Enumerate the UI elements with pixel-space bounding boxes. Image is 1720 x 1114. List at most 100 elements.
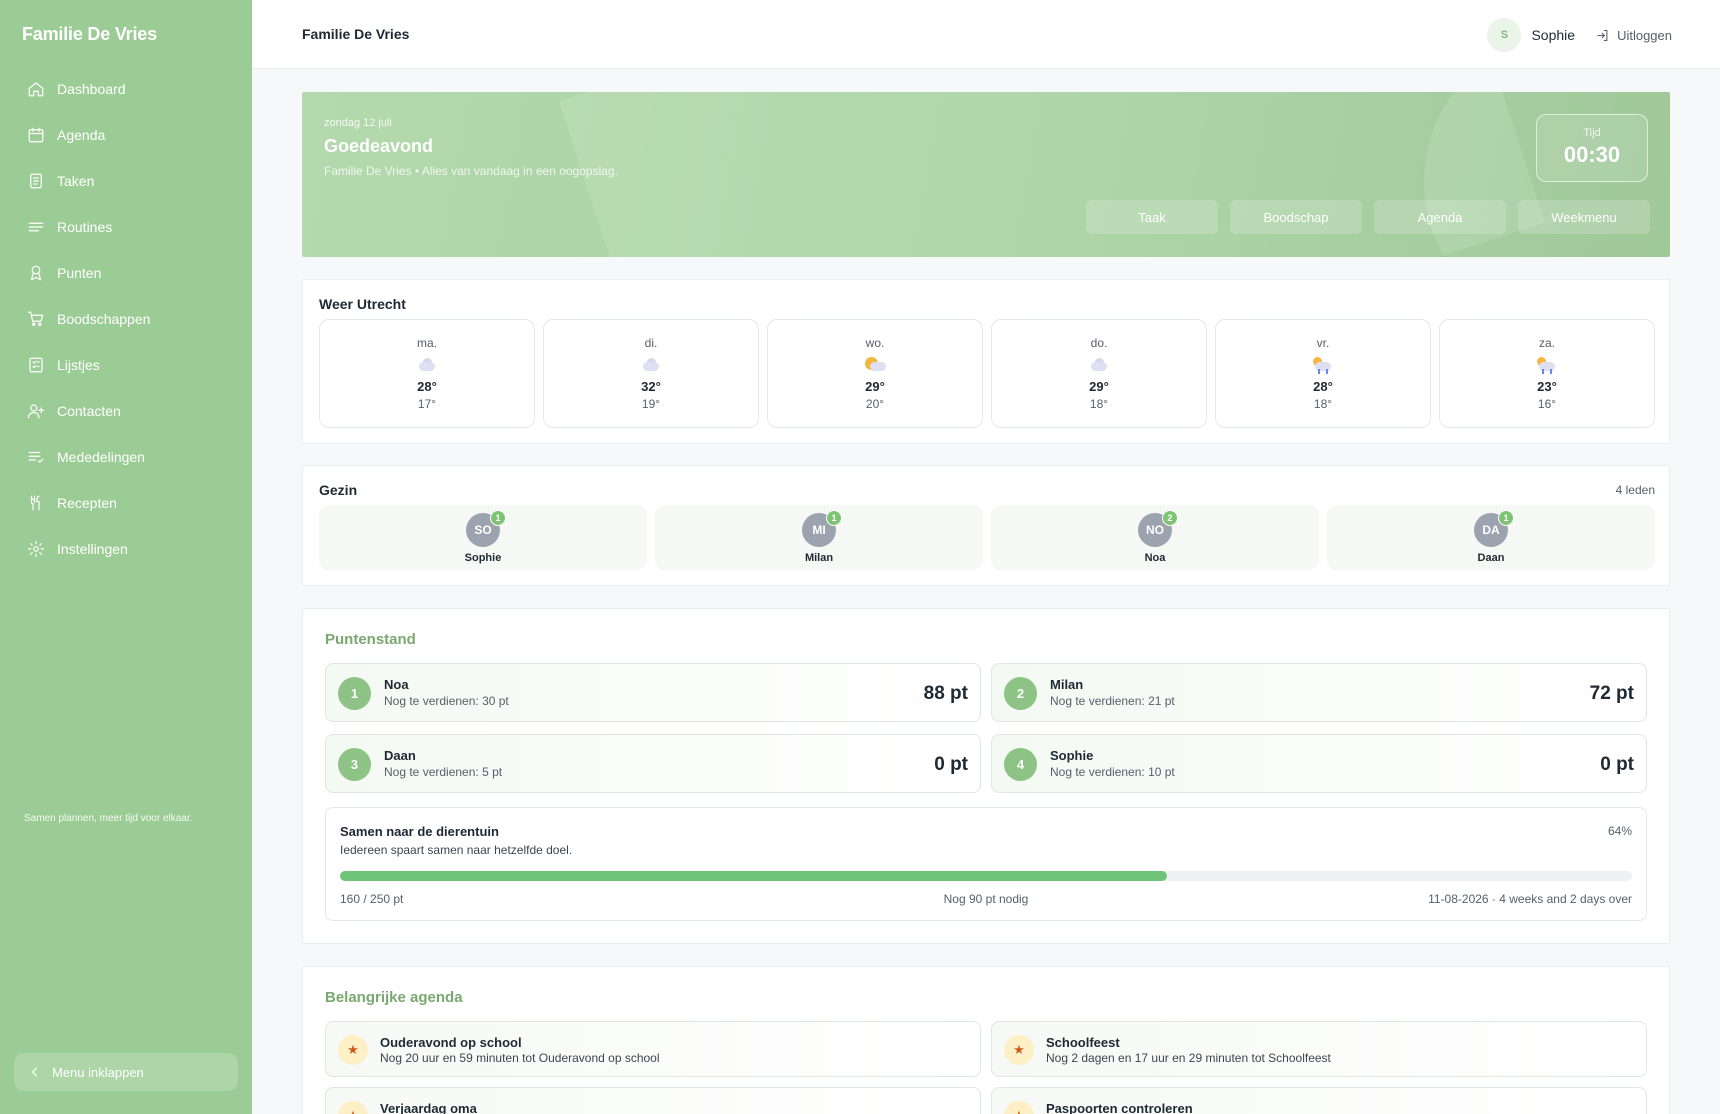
- time-box: Tijd 00:30: [1536, 114, 1648, 182]
- agenda-item[interactable]: ★ Verjaardag oma: [325, 1087, 981, 1114]
- rain-icon: [1312, 357, 1334, 374]
- sidebar-item-instellingen[interactable]: Instellingen: [0, 526, 252, 572]
- weather-day: vr. 28° 18°: [1215, 319, 1431, 428]
- agenda-item[interactable]: ★ Ouderavond op school Nog 20 uur en 59 …: [325, 1021, 981, 1077]
- cart-icon: [26, 309, 46, 329]
- rain-icon: [1536, 357, 1558, 374]
- score-remaining: Nog te verdienen: 21 pt: [1050, 694, 1175, 708]
- collapse-menu-button[interactable]: Menu inklappen: [14, 1053, 238, 1091]
- family-member[interactable]: NO 2 Noa: [991, 505, 1319, 570]
- weather-title: Weer Utrecht: [319, 296, 406, 312]
- page-title: Familie De Vries: [302, 26, 410, 42]
- member-count: 4 leden: [1615, 483, 1655, 497]
- family-member[interactable]: SO 1 Sophie: [319, 505, 647, 570]
- sidebar-item-punten[interactable]: Punten: [0, 250, 252, 296]
- sidebar-item-contacten[interactable]: Contacten: [0, 388, 252, 434]
- sidebar-item-recepten[interactable]: Recepten: [0, 480, 252, 526]
- agenda-item-countdown: Nog 2 dagen en 17 uur en 29 minuten tot …: [1046, 1051, 1331, 1065]
- sidebar-item-label: Punten: [57, 265, 102, 281]
- sidebar-item-label: Mededelingen: [57, 449, 145, 465]
- member-badge: 1: [1498, 510, 1514, 526]
- hero-subtitle: Familie De Vries • Alles van vandaag in …: [324, 164, 618, 178]
- agenda-item-title: Paspoorten controleren: [1046, 1101, 1193, 1114]
- sidebar-item-label: Routines: [57, 219, 113, 235]
- weather-min: 18°: [1089, 397, 1109, 411]
- sidebar-item-mededelingen[interactable]: Mededelingen: [0, 434, 252, 480]
- member-name: Milan: [804, 552, 834, 564]
- sidebar-item-label: Lijstjes: [57, 357, 100, 373]
- avatar[interactable]: S: [1487, 18, 1522, 52]
- member-name: Noa: [1144, 552, 1166, 564]
- agenda-item[interactable]: ★ Paspoorten controleren: [991, 1087, 1647, 1114]
- goal-progress-fill: [340, 871, 1167, 881]
- score-points: 0 pt: [1600, 754, 1634, 775]
- utensils-icon: [26, 493, 46, 513]
- goal-subtitle: Iedereen spaart samen naar hetzelfde doe…: [340, 843, 573, 857]
- hero-decoration-circle: [1424, 92, 1670, 257]
- clipboard-icon: [26, 171, 46, 191]
- score-remaining: Nog te verdienen: 5 pt: [384, 765, 503, 779]
- sidebar-item-agenda[interactable]: Agenda: [0, 112, 252, 158]
- agenda-item-countdown: Nog 20 uur en 59 minuten tot Ouderavond …: [380, 1051, 660, 1065]
- score-list: 1 Noa Nog te verdienen: 30 pt 88 pt 2 Mi…: [325, 663, 1647, 793]
- weather-max: 32°: [641, 379, 661, 394]
- weather-max: 28°: [417, 379, 437, 394]
- member-badge: 1: [490, 510, 506, 526]
- user-name: Sophie: [1531, 27, 1576, 43]
- weather-day: za. 23° 16°: [1439, 319, 1655, 428]
- goal-percent: 64%: [1607, 824, 1632, 838]
- sidebar-item-label: Agenda: [57, 127, 106, 143]
- sidebar-item-dashboard[interactable]: Dashboard: [0, 66, 252, 112]
- score-name: Sophie: [1050, 748, 1094, 763]
- list-check-icon: [26, 447, 46, 467]
- sidebar-nav: Dashboard Agenda Taken Routines Punten B…: [0, 66, 252, 572]
- sidebar-item-lijstjes[interactable]: Lijstjes: [0, 342, 252, 388]
- top-bar: Familie De Vries S Sophie Uitloggen: [252, 0, 1720, 69]
- avatar: NO 2: [1138, 510, 1178, 547]
- goal-progress-bar: [340, 871, 1632, 881]
- sun-cloud-icon: [864, 357, 886, 371]
- add-task-button[interactable]: Taak: [1086, 200, 1218, 234]
- add-grocery-button[interactable]: Boodschap: [1230, 200, 1362, 234]
- score-points: 88 pt: [923, 683, 968, 704]
- logout-button[interactable]: Uitloggen: [1595, 28, 1672, 43]
- gear-icon: [26, 539, 46, 559]
- user-area: S Sophie Uitloggen: [1487, 18, 1672, 52]
- avatar: SO 1: [466, 510, 506, 547]
- weather-day: ma. 28° 17°: [319, 319, 535, 428]
- sidebar-item-label: Contacten: [57, 403, 121, 419]
- sidebar-item-routines[interactable]: Routines: [0, 204, 252, 250]
- weather-day-name: di.: [644, 336, 658, 350]
- weather-day-name: vr.: [1316, 336, 1330, 350]
- cloud-icon: [1088, 357, 1110, 371]
- weekmenu-button[interactable]: Weekmenu: [1518, 200, 1650, 234]
- score-name: Milan: [1050, 677, 1084, 692]
- score-row: 4 Sophie Nog te verdienen: 10 pt 0 pt: [991, 734, 1647, 793]
- member-name: Sophie: [464, 552, 502, 564]
- sidebar-item-taken[interactable]: Taken: [0, 158, 252, 204]
- weather-day: wo. 29° 20°: [767, 319, 983, 428]
- hero-banner: zondag 12 juli Goedeavond Familie De Vri…: [302, 92, 1670, 257]
- weather-min: 19°: [641, 397, 661, 411]
- family-card: Gezin 4 leden SO 1 Sophie MI 1 Milan NO 2 N…: [302, 465, 1670, 586]
- score-name: Daan: [384, 748, 416, 763]
- agenda-item-title: Ouderavond op school: [380, 1035, 522, 1050]
- weather-forecast: ma. 28° 17° di. 32° 19° wo. 29° 20° do. …: [319, 319, 1655, 428]
- weather-day-name: wo.: [865, 336, 885, 350]
- sidebar-item-boodschappen[interactable]: Boodschappen: [0, 296, 252, 342]
- add-agenda-button[interactable]: Agenda: [1374, 200, 1506, 234]
- savings-goal: Samen naar de dierentuin Iedereen spaart…: [325, 807, 1647, 921]
- agenda-item[interactable]: ★ Schoolfeest Nog 2 dagen en 17 uur en 2…: [991, 1021, 1647, 1077]
- weather-min: 18°: [1313, 397, 1333, 411]
- time-label: Tijd: [1583, 127, 1601, 139]
- user-plus-icon: [26, 401, 46, 421]
- weather-card: Weer Utrecht ma. 28° 17° di. 32° 19° wo.…: [302, 279, 1670, 444]
- member-badge: 2: [1162, 510, 1178, 526]
- family-member[interactable]: MI 1 Milan: [655, 505, 983, 570]
- weather-day: do. 29° 18°: [991, 319, 1207, 428]
- family-member[interactable]: DA 1 Daan: [1327, 505, 1655, 570]
- agenda-card: Belangrijke agenda ★ Ouderavond op schoo…: [302, 966, 1670, 1114]
- goal-title: Samen naar de dierentuin: [340, 824, 499, 839]
- cloud-icon: [416, 357, 438, 371]
- goal-current: 160 / 250 pt: [340, 892, 404, 906]
